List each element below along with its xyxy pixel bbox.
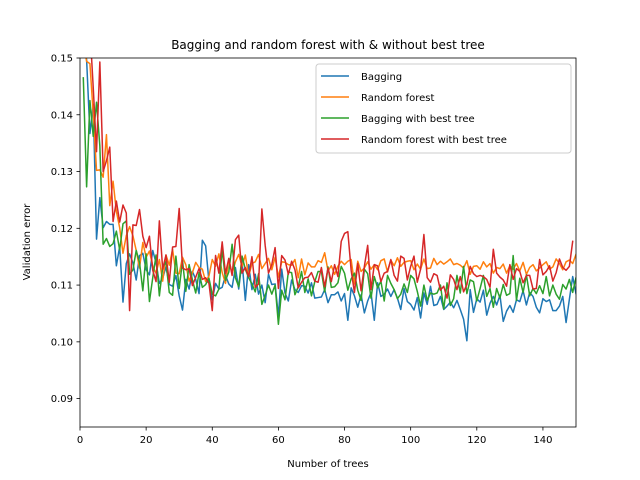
legend-label: Random forest with best tree: [361, 135, 507, 146]
legend-label: Bagging: [361, 72, 402, 83]
y-tick-label: 0.11: [51, 281, 73, 292]
x-tick-label: 0: [77, 435, 83, 446]
y-tick-label: 0.12: [51, 224, 73, 235]
legend: Bagging Random forest Bagging with best tr…: [315, 63, 572, 154]
x-tick-label: 80: [338, 435, 351, 446]
y-tick-label: 0.14: [51, 110, 73, 121]
y-tick-label: 0.09: [51, 394, 73, 405]
x-tick-label: 40: [206, 435, 219, 446]
legend-label: Bagging with best tree: [361, 114, 475, 125]
y-axis-label: Validation error: [22, 203, 33, 281]
x-tick-label: 100: [401, 435, 420, 446]
legend-frame: [315, 63, 572, 154]
series-layer: [82, 58, 576, 342]
x-axis-label: Number of trees: [287, 459, 369, 470]
axes-layer: 0 20 40 60 80 100 120 140 0.09 0.10 0.11 0.12 0.13 0.…: [51, 54, 553, 447]
series-line-random-forest-with-best-tree: [90, 58, 574, 312]
legend-label: Random forest: [361, 93, 434, 104]
y-tick-label: 0.13: [51, 167, 73, 178]
chart-title: Bagging and random forest with & without…: [171, 38, 485, 52]
y-tick-label: 0.15: [51, 54, 73, 65]
y-tick-label: 0.10: [51, 337, 73, 348]
series-line-bagging-with-best-tree: [82, 77, 576, 325]
x-tick-label: 140: [533, 435, 552, 446]
plot-frame: [79, 57, 577, 428]
x-tick-label: 20: [140, 435, 153, 446]
x-tick-label: 60: [272, 435, 285, 446]
series-line-bagging: [85, 58, 576, 342]
x-tick-label: 120: [467, 435, 486, 446]
